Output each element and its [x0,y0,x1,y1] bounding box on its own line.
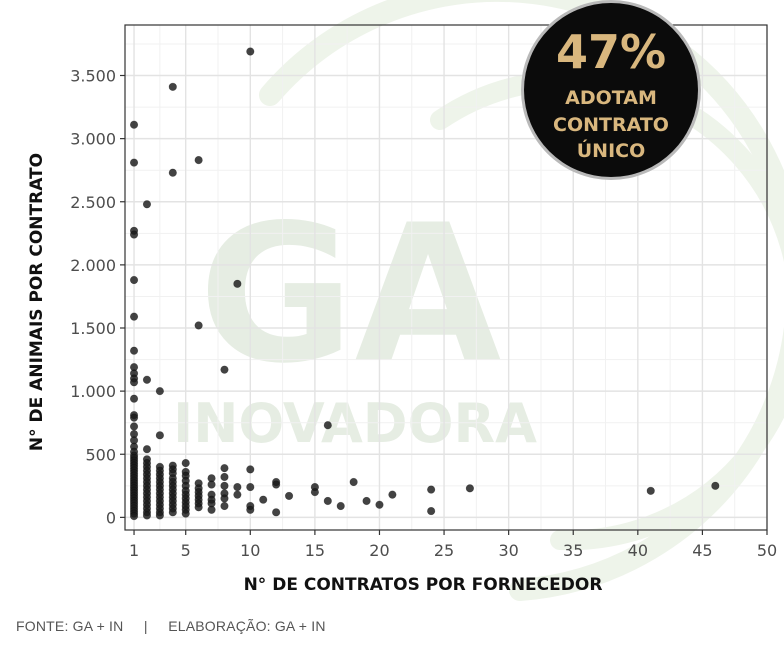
badge-percent: 47% [556,25,666,79]
data-point [168,82,177,91]
data-point [233,279,242,288]
data-point [194,321,203,330]
data-point [181,458,190,468]
x-tick-label: 45 [692,541,712,560]
x-axis-title: N° DE CONTRATOS POR FORNECEDOR [244,575,603,595]
data-point [142,375,152,384]
footer: FONTE: GA + IN | ELABORAÇÃO: GA + IN [16,618,326,634]
x-tick-label: 15 [305,541,325,560]
x-tick-label: 50 [757,541,777,560]
x-tick-label: 25 [434,541,454,560]
data-point [375,500,384,509]
data-point [194,155,203,165]
data-point [142,200,152,209]
data-point [220,365,229,374]
data-point [129,413,139,422]
data-point [155,387,164,396]
data-point [427,485,436,494]
data-point [181,509,190,518]
data-point [155,511,164,520]
watermark: GA INOVADORA [173,0,784,601]
x-tick-label: 40 [628,541,648,560]
x-axis: 1 5 10 15 20 25 30 35 40 45 50 [129,530,777,560]
watermark-logo-letters: GA [199,184,502,405]
x-tick-label: 5 [181,541,191,560]
y-tick-label: 2.000 [70,256,116,275]
data-point [129,346,139,355]
data-point [233,490,242,499]
x-tick-label: 1 [129,541,139,560]
data-point [272,480,281,489]
data-point [129,512,139,521]
data-point [142,445,152,454]
badge-line-3: ÚNICO [577,138,646,162]
data-point [194,503,203,512]
data-point [129,230,139,239]
data-point [246,505,255,514]
data-point [155,431,164,440]
data-point [711,481,720,490]
data-point [336,501,345,511]
data-point [220,501,229,511]
x-tick-label: 10 [240,541,260,560]
x-tick-label: 20 [369,541,389,560]
badge-circle-inner [524,3,698,177]
data-point [220,464,229,473]
footer-source: FONTE: GA + IN [16,618,124,634]
data-point [168,508,177,517]
data-point [388,490,397,499]
badge-line-2: CONTRATO [553,114,669,136]
data-point [129,378,139,387]
watermark-outer-ring [259,0,784,601]
data-point [168,168,177,177]
data-point [272,508,281,517]
x-tick-label: 30 [498,541,518,560]
data-points [129,47,720,521]
data-point [129,158,139,167]
grid [125,25,768,530]
data-point [646,486,655,495]
data-point [129,312,139,321]
footer-separator: | [143,618,148,634]
data-point [142,511,152,520]
data-point [233,482,242,492]
data-point [246,482,255,492]
data-point [465,484,474,493]
x-tick-label: 35 [563,541,583,560]
y-tick-label: 3.500 [70,67,116,86]
y-tick-label: 3.000 [70,130,116,149]
data-point [220,481,229,490]
data-point [207,505,216,514]
y-axis: 0 500 1.000 1.500 2.000 2.500 3.000 3.500 [70,67,125,527]
data-point [129,275,139,285]
y-tick-label: 1.500 [70,319,116,338]
footer-credit: ELABORAÇÃO: GA + IN [168,618,326,634]
highlight-badge: 47% ADOTAM CONTRATO ÚNICO [521,0,701,180]
y-axis-title: N° DE ANIMAIS POR CONTRATO [27,153,47,451]
data-point [129,120,139,129]
y-tick-label: 500 [85,445,116,464]
data-point [427,506,436,516]
data-point [207,480,216,489]
y-tick-label: 2.500 [70,193,116,212]
data-point [349,477,358,487]
y-tick-label: 0 [106,508,116,527]
data-point [310,488,319,497]
data-point [362,496,371,506]
data-point [220,494,229,503]
data-point [246,465,255,474]
data-point [284,491,294,501]
data-point [323,496,332,506]
data-point [246,47,255,56]
watermark-logo-subtitle: INOVADORA [173,392,537,455]
data-point [323,421,332,430]
badge-line-1: ADOTAM [565,87,657,109]
data-point [220,472,229,482]
data-point [259,495,268,504]
plot-border [124,24,768,531]
data-point [129,394,139,403]
y-tick-label: 1.000 [70,382,116,401]
data-point [129,422,139,431]
scatter-chart: GA INOVADORA 1 5 10 15 20 25 30 35 40 45 50 05001.… [27,0,784,601]
